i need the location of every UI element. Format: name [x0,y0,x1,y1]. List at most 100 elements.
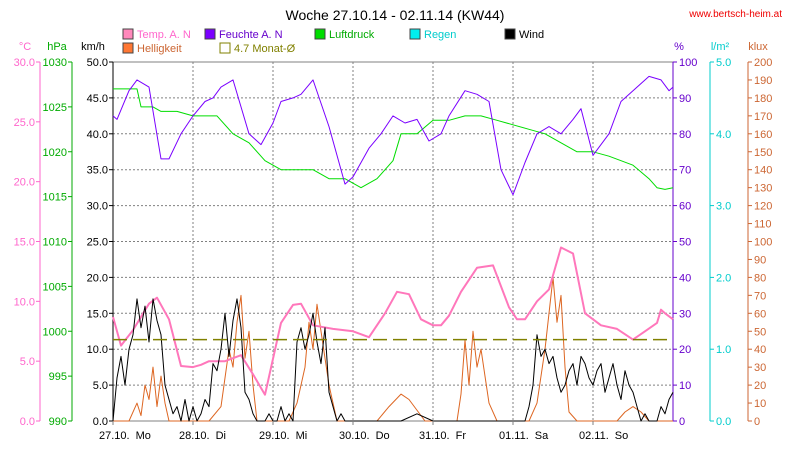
y-tick-label-hum: 100 [679,57,697,69]
chart-title: Woche 27.10.14 - 02.11.14 (KW44) [286,7,505,23]
y-tick-label-temp: 10.0 [14,296,35,308]
y-tick-label-hum: 80 [679,129,691,141]
y-tick-label-rain: 0.0 [716,416,731,428]
y-tick-label-wind: 25.0 [87,237,108,249]
x-tick-label: 29.10. Mi [259,430,307,442]
y-tick-label-hum: 50 [679,237,691,249]
legend: Temp. A. N Feuchte A. N Luftdruck Regen Wind… [122,28,544,55]
y-tick-label-hum: 90 [679,93,691,105]
x-tick-weekday: Mi [296,430,308,442]
y-axis-temp: 0.0 5.0 10.0 15.0 20.0 25.0 30.0 [14,57,41,428]
y-axis-rain: 0.0 1.0 2.0 3.0 4.0 5.0 [709,57,731,428]
legend-label: Temp. A. N [137,29,191,41]
series-luftdruck [113,88,674,190]
x-tick-weekday: Di [216,430,226,442]
x-tick-weekday: Fr [456,430,467,442]
y-tick-label-press: 1015 [43,192,67,204]
series-wind [112,298,674,422]
axis-unit-lux: klux [748,41,768,53]
legend-swatch [504,28,516,40]
y-tick-label-lux: 180 [754,93,772,105]
y-tick-label-lux: 40 [754,344,766,356]
y-tick-label-wind: 0.0 [93,416,108,428]
axis-unit-rain: l/m² [711,41,730,53]
credit-link[interactable]: www.bertsch-heim.at [688,9,782,20]
y-tick-label-press: 1005 [43,281,67,293]
y-tick-label-hum: 20 [679,344,691,356]
y-tick-label-lux: 80 [754,272,766,284]
y-tick-label-lux: 50 [754,326,766,338]
y-tick-label-lux: 70 [754,290,766,302]
y-tick-label-lux: 90 [754,254,766,266]
y-tick-label-wind: 35.0 [87,165,108,177]
y-tick-label-press: 1030 [43,57,67,69]
legend-item: 4.7 Monat-Ø [219,42,296,55]
axis-unit-hum: % [674,41,684,53]
y-tick-label-wind: 30.0 [87,201,108,213]
x-tick-date: 01.11. [499,430,529,442]
legend-item: Regen [409,28,456,41]
x-tick-weekday: Sa [535,430,549,442]
y-tick-label-temp: 15.0 [14,237,35,249]
y-tick-label-press: 1010 [43,237,67,249]
y-tick-label-wind: 20.0 [87,272,108,284]
y-tick-label-lux: 200 [754,57,772,69]
y-tick-label-wind: 45.0 [87,93,108,105]
y-tick-label-press: 995 [49,371,67,383]
x-tick-label: 02.11. So [579,430,628,442]
y-tick-label-lux: 60 [754,308,766,320]
y-axis-lux: 0 10 20 30 40 50 60 70 80 90 100 110 120 130 140 150 160… [747,57,772,428]
y-tick-label-temp: 20.0 [14,177,35,189]
y-tick-label-lux: 170 [754,111,772,123]
x-tick-date: 28.10. [179,430,210,442]
y-tick-label-rain: 2.0 [716,272,731,284]
x-tick-date: 27.10. [99,430,130,442]
y-tick-label-wind: 50.0 [87,57,108,69]
y-tick-label-rain: 1.0 [716,344,731,356]
legend-label: Helligkeit [137,43,182,55]
legend-swatch [314,28,326,40]
x-tick-label: 28.10. Di [179,430,226,442]
grid [113,62,673,421]
y-tick-label-temp: 30.0 [14,57,35,69]
series-feuchte-a-n [112,75,674,196]
y-tick-label-lux: 130 [754,183,772,195]
x-tick-label: 30.10. Do [339,430,390,442]
legend-item: Temp. A. N [122,28,191,41]
y-tick-label-lux: 10 [754,398,766,410]
y-tick-label-wind: 15.0 [87,308,108,320]
x-tick-label: 31.10. Fr [419,430,466,442]
y-axis-press: 990 995 1000 1005 1010 1015 1020 1025 1030 [43,57,73,428]
legend-swatch [219,42,231,54]
y-tick-label-lux: 120 [754,201,772,213]
y-tick-label-wind: 10.0 [87,344,108,356]
y-tick-label-temp: 25.0 [14,117,35,129]
legend-swatch [409,28,421,40]
legend-label: Regen [424,29,456,41]
y-tick-label-hum: 40 [679,272,691,284]
x-tick-label: 01.11. Sa [499,430,549,442]
legend-item: Feuchte A. N [204,28,283,41]
legend-label: Feuchte A. N [219,29,283,41]
x-tick-weekday: So [615,430,628,442]
axis-unit-press: hPa [47,41,67,53]
y-tick-label-hum: 10 [679,380,691,392]
y-tick-label-lux: 20 [754,380,766,392]
y-tick-label-temp: 5.0 [20,356,35,368]
y-tick-label-lux: 160 [754,129,772,141]
y-tick-label-hum: 30 [679,308,691,320]
legend-swatch [122,42,134,54]
legend-swatch [204,28,216,40]
y-tick-label-lux: 150 [754,147,772,159]
y-tick-label-wind: 40.0 [87,129,108,141]
x-tick-date: 29.10. [259,430,290,442]
y-axes: 0.05.010.015.020.025.030.099099510001005… [14,57,773,428]
legend-item: Helligkeit [122,42,182,55]
legend-label: Wind [519,29,544,41]
legend-label: Luftdruck [329,29,375,41]
x-tick-date: 02.11. [579,430,609,442]
x-tick-weekday: Do [376,430,390,442]
y-tick-label-hum: 60 [679,201,691,213]
y-tick-label-hum: 0 [679,416,685,428]
